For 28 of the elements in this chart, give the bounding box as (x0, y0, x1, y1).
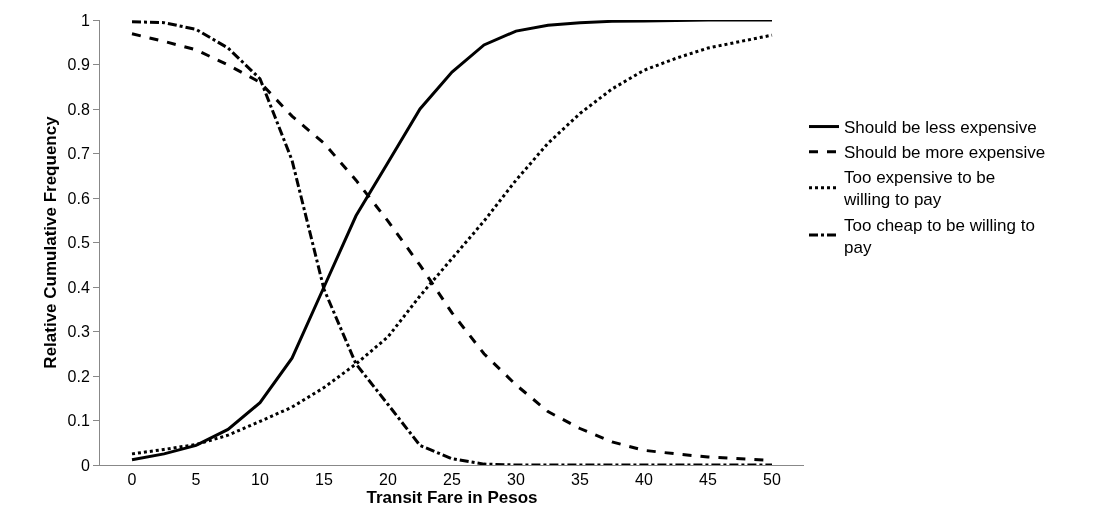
x-tick-label: 10 (251, 471, 269, 489)
legend-label: Should be less expensive (844, 118, 1037, 138)
x-tick-label: 45 (699, 471, 717, 489)
legend-label: Too expensive to be willing to pay (843, 168, 996, 210)
x-tick-label: 30 (507, 471, 525, 489)
x-tick-label: 20 (379, 471, 397, 489)
y-tick-label: 0.3 (67, 323, 90, 341)
y-tick-label: 0.5 (67, 234, 90, 252)
y-tick-label: 0.8 (67, 100, 90, 118)
y-tick-label: 0.2 (67, 367, 90, 385)
x-tick-label: 35 (571, 471, 589, 489)
x-tick-label: 50 (763, 471, 781, 489)
y-tick-label: 0.1 (67, 412, 90, 430)
y-tick-label: 0.6 (67, 189, 90, 207)
x-axis-title: Transit Fare in Pesos (366, 488, 538, 508)
x-tick-label: 0 (127, 471, 137, 489)
y-tick-label: 0.4 (67, 278, 90, 296)
x-tick-label: 25 (443, 471, 461, 489)
y-tick-label: 0.7 (67, 145, 90, 163)
x-tick-label: 15 (315, 471, 333, 489)
y-tick-label: 0.9 (67, 56, 90, 74)
legend-label: Too cheap to be willing to pay (844, 215, 1035, 257)
legend-label: Should be more expensive (844, 143, 1046, 163)
y-tick-label: 0 (80, 456, 90, 474)
x-tick-label: 5 (191, 471, 201, 489)
y-tick-label: 1 (80, 11, 90, 29)
x-tick-label: 40 (635, 471, 653, 489)
y-axis-title: Relative Cumulative Frequency (41, 115, 60, 369)
